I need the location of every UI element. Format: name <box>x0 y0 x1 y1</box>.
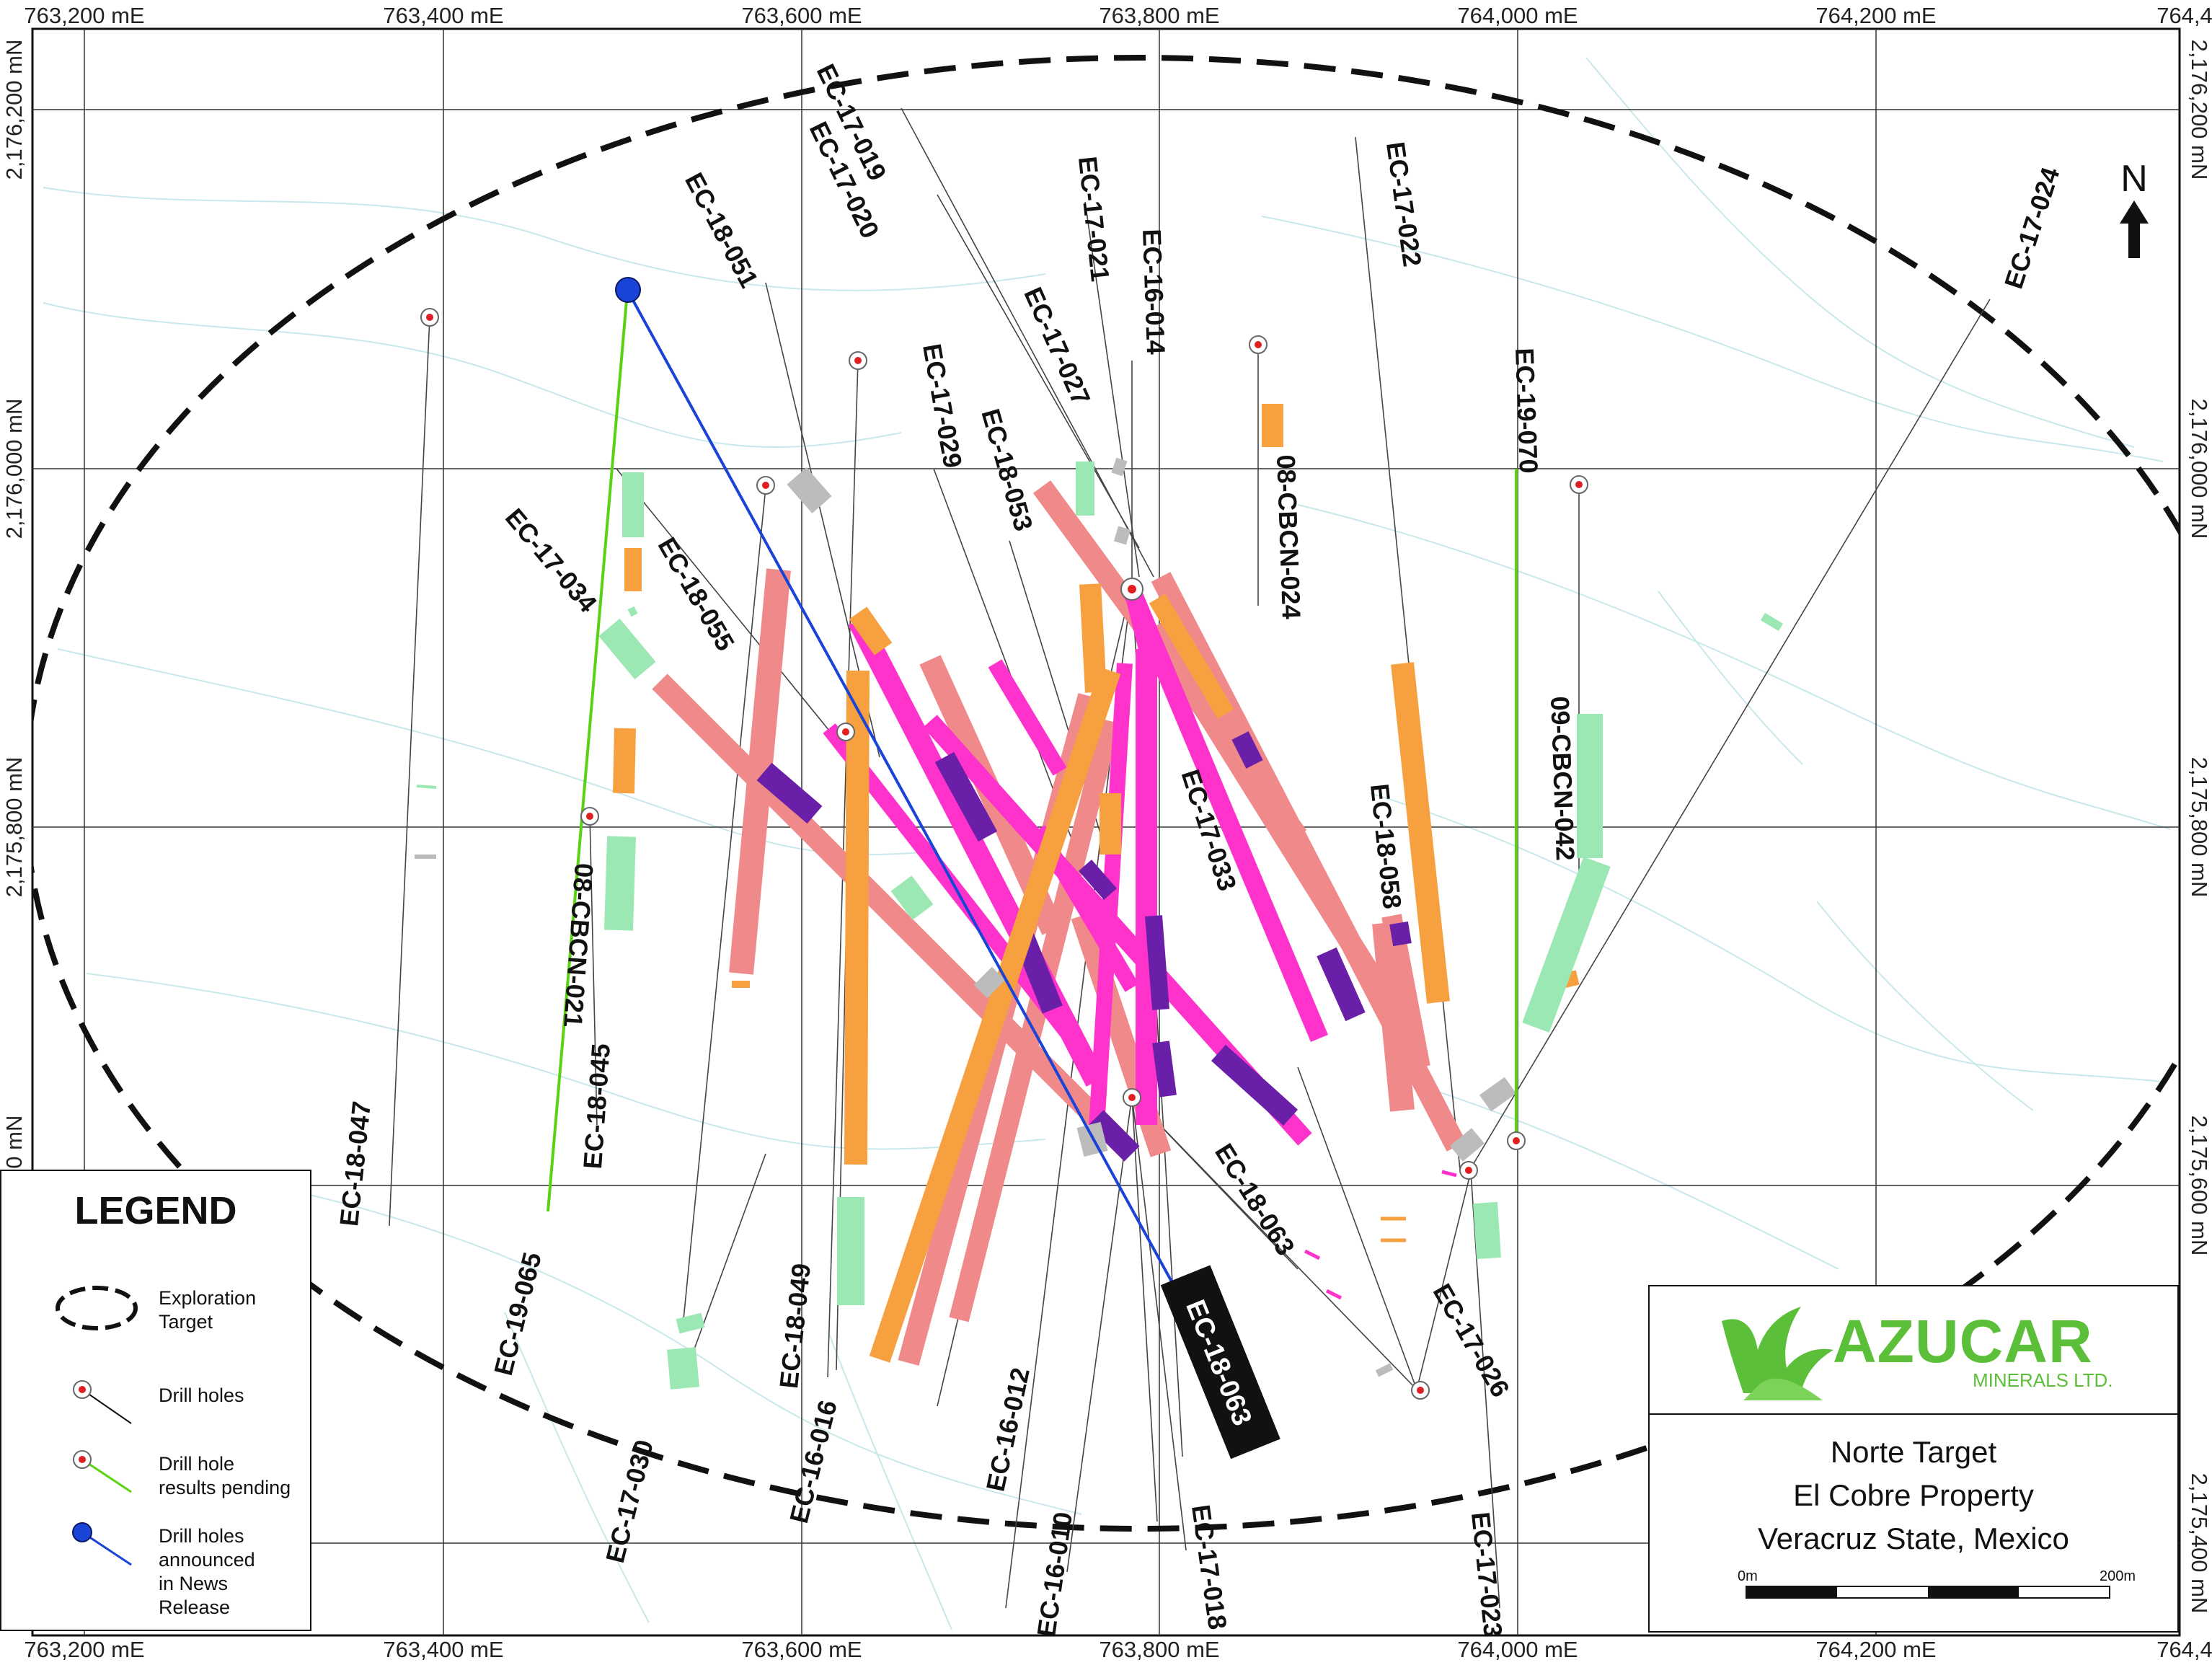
drill-hole-label: 09-CBCN-042 <box>1545 696 1580 861</box>
legend-symbols <box>56 1286 138 1566</box>
intercepts-orange <box>613 404 1580 1363</box>
easting-label-top: 764,200 mE <box>1815 3 1936 28</box>
drill-hole-collar <box>1570 475 1588 494</box>
legend-title: LEGEND <box>74 1189 237 1232</box>
company-logo: AZUCAR MINERALS LTD. <box>1650 1286 2177 1415</box>
drill-hole-label: EC-19-070 <box>1510 348 1544 474</box>
northing-label-right: 2,176,000 mN <box>2187 399 2212 539</box>
legend-item-news-release: Drill holes announced in News Release <box>159 1525 255 1618</box>
company-subtitle: MINERALS LTD. <box>1973 1369 2113 1391</box>
drill-hole-collar <box>1411 1381 1430 1400</box>
scale-end-label: 200m <box>2100 1568 2136 1584</box>
legend-item-results-pending: Drill hole results pending <box>159 1453 291 1498</box>
drill-hole-collar <box>1459 1161 1478 1180</box>
intercepts-minor <box>1304 1170 1457 1300</box>
drill-hole-collar <box>1249 335 1268 354</box>
title-line-property: El Cobre Property <box>1793 1478 2034 1512</box>
scale-start-label: 0m <box>1738 1568 1758 1584</box>
news-release-trace <box>626 289 1178 1291</box>
drill-traces <box>389 107 1991 1609</box>
drill-hole-collar <box>580 807 599 826</box>
easting-label-top: 764,4 <box>2156 3 2212 28</box>
easting-label-bottom: 763,600 mE <box>741 1637 862 1662</box>
drill-hole-collar <box>756 476 775 495</box>
legend-item-drill-holes: Drill holes <box>159 1384 244 1406</box>
northing-label-right: 2,175,600 mN <box>2187 1116 2212 1256</box>
drill-hole-icon <box>73 1380 132 1424</box>
easting-label-top: 763,600 mE <box>741 3 862 28</box>
title-line-target: Norte Target <box>1830 1435 1997 1469</box>
north-arrow: N <box>2120 158 2149 258</box>
company-name: AZUCAR <box>1833 1307 2093 1375</box>
northing-label-left: 2,176,200 mN <box>1 40 27 180</box>
easting-label-top: 764,000 mE <box>1457 3 1578 28</box>
drill-hole-collar <box>1507 1131 1526 1150</box>
agave-logo-icon <box>1722 1307 1833 1400</box>
easting-label-bottom: 764,200 mE <box>1815 1637 1936 1662</box>
drill-hole-collar <box>1123 1088 1141 1107</box>
northing-label-right: 2,176,200 mN <box>2187 40 2212 180</box>
drill-hole-collar <box>836 723 855 741</box>
northing-label-left: 2,176,000 mN <box>1 399 27 539</box>
dashed-ellipse-icon <box>56 1286 138 1330</box>
drill-hole-collar <box>420 308 439 327</box>
north-arrow-label: N <box>2120 158 2148 200</box>
intercepts-grey <box>415 457 1517 1377</box>
drill-hole-news-icon <box>72 1522 132 1566</box>
easting-label-bottom: 763,800 mE <box>1099 1637 1219 1662</box>
drill-hole-label: 08-CBCN-024 <box>1271 454 1306 619</box>
easting-label-top: 763,800 mE <box>1099 3 1219 28</box>
drill-collars <box>420 277 1588 1400</box>
drill-hole-collar <box>849 351 867 370</box>
easting-label-bottom: 763,200 mE <box>24 1637 144 1662</box>
drill-hole-label: EC-16-014 <box>1137 229 1171 355</box>
easting-label-bottom: 764,000 mE <box>1457 1637 1578 1662</box>
easting-label-top: 763,400 mE <box>383 3 503 28</box>
legend-item-exploration-target: Exploration Target <box>159 1287 257 1333</box>
coordinate-labels: 763,200 mE 763,200 mE 763,400 mE 763,400 mE… <box>1 3 2212 1662</box>
north-arrow-icon <box>2120 200 2149 258</box>
easting-label-bottom: 763,400 mE <box>383 1637 503 1662</box>
pending-drill-traces <box>547 291 1518 1212</box>
title-block: AZUCAR MINERALS LTD. Norte Target El Cob… <box>1648 1285 2179 1633</box>
news-release-collar <box>615 277 641 303</box>
drill-hole-pending-icon <box>73 1450 132 1493</box>
map-title: Norte Target El Cobre Property Veracruz … <box>1650 1431 2177 1560</box>
title-line-location: Veracruz State, Mexico <box>1758 1522 2069 1555</box>
drill-hole-collar <box>1120 578 1143 601</box>
exploration-target-ellipse <box>32 55 2180 1532</box>
intercepts-green <box>416 461 1784 1390</box>
northing-label-right: 2,175,800 mN <box>2187 757 2212 898</box>
easting-label-bottom: 764,4 <box>2156 1637 2212 1662</box>
intercepts-high-grade <box>756 731 1412 1162</box>
northing-label-right: 2,175,400 mN <box>2187 1473 2212 1614</box>
easting-label-top: 763,200 mE <box>24 3 144 28</box>
legend-panel: LEGEND Exploration Target Drill holes Dr… <box>0 1170 311 1631</box>
scale-bar: 0m 200m <box>1738 1568 2136 1599</box>
northing-label-left: 2,175,800 mN <box>1 757 27 898</box>
